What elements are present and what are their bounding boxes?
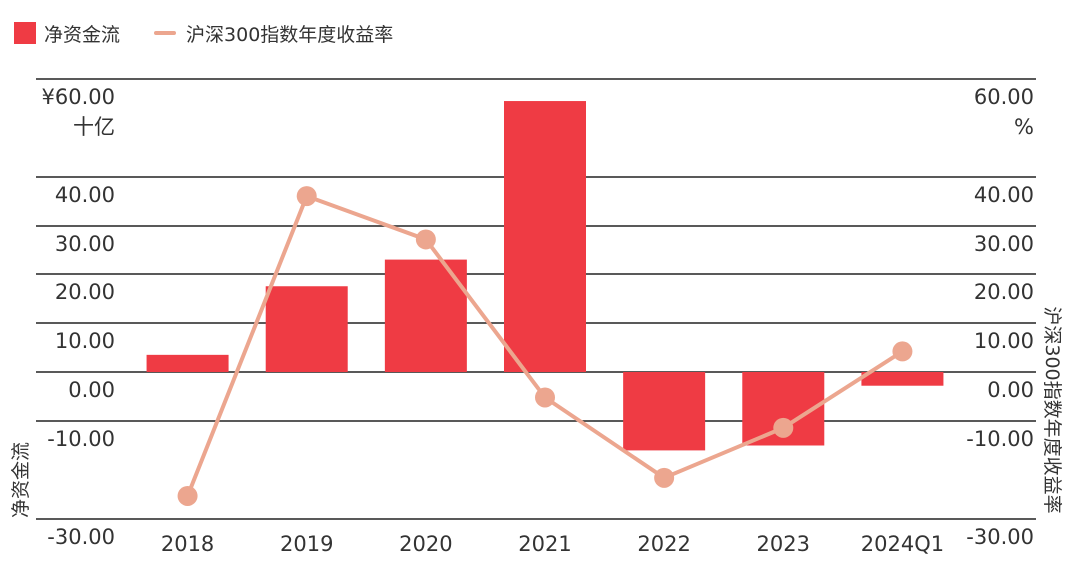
right-tick-label: -10.00 [966, 427, 1034, 451]
left-tick-label: ¥60.00 [42, 85, 115, 109]
right-tick-label: 60.00 [974, 85, 1034, 109]
line-point [535, 387, 555, 408]
x-tick-label: 2022 [637, 532, 690, 556]
x-tick-label: 2023 [757, 532, 810, 556]
bar [861, 372, 944, 386]
right-tick-label: 0.00 [987, 378, 1034, 402]
right-tick-label: 10.00 [974, 329, 1034, 353]
line-point [773, 417, 794, 438]
x-tick-label: 2021 [518, 532, 571, 556]
left-tick-label: -10.00 [47, 427, 115, 451]
legend-bar-label: 净资金流 [44, 23, 121, 46]
legend-line-label: 沪深300指数年度收益率 [186, 23, 394, 46]
left-tick-label: 10.00 [55, 329, 115, 353]
bar [504, 101, 586, 373]
legend-line-swatch [154, 31, 177, 35]
left-tick-label: 40.00 [55, 183, 115, 207]
right-axis-unit: % [1014, 115, 1034, 139]
left-tick-label: 30.00 [55, 232, 115, 256]
line-point [296, 186, 317, 207]
bar [265, 286, 348, 372]
line-series [177, 186, 913, 506]
left-axis-ticks: -30.00 -10.00 0.00 10.00 20.00 30.00 40.00 ¥60.… [42, 85, 115, 549]
right-tick-label: 30.00 [974, 232, 1034, 256]
x-tick-label: 2024Q1 [861, 532, 944, 556]
bar [146, 354, 229, 372]
right-axis-ticks: -30.00 -10.00 0.00 10.00 20.00 30.00 40.00 60.0… [966, 85, 1034, 549]
line-point [415, 229, 436, 250]
line-point [892, 341, 913, 362]
chart-legend: 净资金流 沪深300指数年度收益率 [14, 20, 393, 46]
left-tick-label: 0.00 [68, 378, 115, 402]
x-tick-label: 2018 [161, 532, 214, 556]
line-point [654, 467, 675, 488]
right-tick-label: 20.00 [974, 280, 1034, 304]
x-tick-label: 2019 [280, 532, 333, 556]
right-tick-label: 40.00 [974, 183, 1034, 207]
left-axis-title: 净资金流 [10, 442, 32, 518]
left-tick-label: 20.00 [55, 280, 115, 304]
line-point [177, 485, 198, 506]
right-tick-label: -30.00 [966, 525, 1034, 549]
x-axis-ticks: 2018 2019 2020 2021 2022 2023 2024Q1 [161, 532, 944, 556]
x-tick-label: 2020 [399, 532, 452, 556]
right-axis-title: 沪深300指数年度收益率 [1041, 306, 1063, 513]
legend-bar-swatch [14, 22, 36, 44]
left-tick-label: -30.00 [47, 525, 115, 549]
bar [623, 372, 706, 451]
left-axis-unit: 十亿 [73, 115, 115, 139]
